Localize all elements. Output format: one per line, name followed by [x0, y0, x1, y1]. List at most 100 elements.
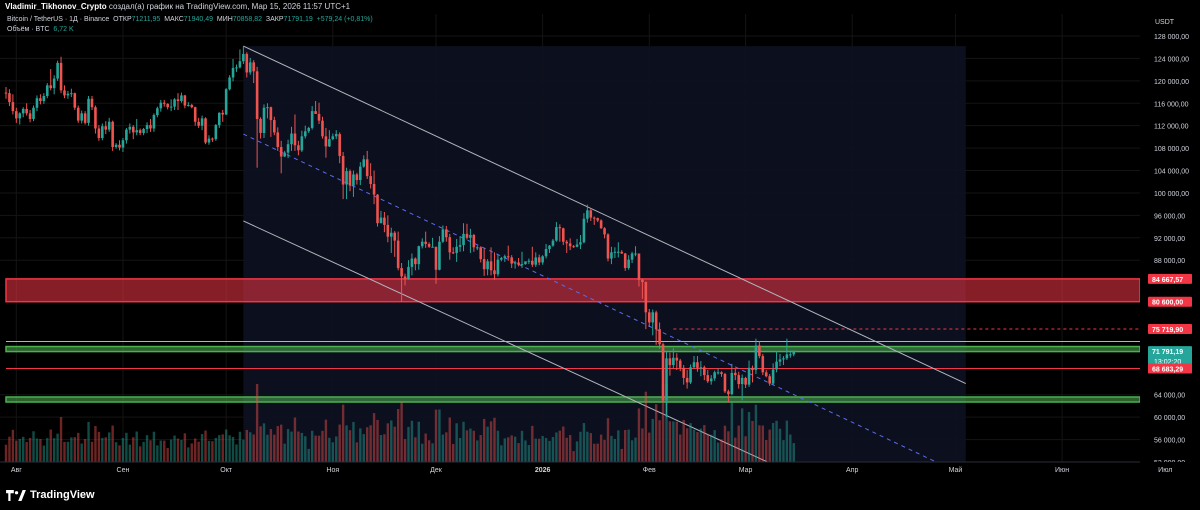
currency-label[interactable]: USDT: [1155, 19, 1175, 26]
candle-body: [551, 240, 555, 246]
candle-body: [231, 67, 235, 78]
volume-bar: [476, 440, 479, 462]
candle-body: [592, 217, 596, 219]
price-tick-label: 104 000,00: [1154, 169, 1189, 176]
candle-body: [118, 144, 121, 148]
candle-body: [94, 107, 97, 129]
candle-body: [672, 357, 675, 366]
candle-body: [606, 234, 610, 259]
volume-bar: [651, 418, 654, 462]
volume-bar: [200, 433, 204, 462]
candle-body: [747, 367, 751, 385]
volume-bar: [77, 432, 80, 462]
price-tick-label: 116 000,00: [1154, 101, 1189, 108]
low-label: МИН: [216, 16, 233, 23]
candle-body: [462, 233, 465, 246]
volume-bar: [586, 431, 589, 462]
volume-bar: [49, 429, 52, 462]
time-tick-label: 2026: [535, 467, 551, 474]
volume-bar: [4, 444, 8, 462]
volume-bar: [187, 447, 190, 462]
volume-bar: [321, 430, 324, 462]
volume-bar: [25, 442, 28, 462]
volume-bar: [644, 391, 648, 462]
volume-bar: [479, 435, 482, 462]
volume-bar: [379, 435, 383, 462]
volume-bar: [778, 428, 782, 462]
candle-body: [792, 351, 796, 355]
candle-body: [21, 108, 25, 114]
candle-body: [104, 126, 108, 130]
price-tick-label: 92 000,00: [1154, 236, 1185, 243]
volume-bar: [520, 430, 524, 462]
volume-bar: [668, 421, 672, 462]
time-tick-label: Окт: [220, 467, 233, 474]
volume-bar: [42, 445, 46, 462]
candle-body: [345, 171, 348, 185]
candle-body: [180, 95, 183, 102]
candle-body: [310, 111, 314, 128]
candle-body: [417, 246, 421, 265]
volume-bar: [768, 429, 771, 462]
candle-body: [63, 90, 66, 96]
volume-bar: [15, 440, 18, 462]
candle-body: [242, 53, 245, 62]
volume-legend: Объём · BTC 6,72 K: [7, 26, 74, 33]
candle-body: [11, 102, 15, 112]
candle-body: [517, 262, 520, 265]
volume-bar: [558, 430, 562, 462]
volume-bar: [235, 444, 238, 462]
volume-bar: [262, 423, 266, 462]
candle-body: [692, 362, 696, 368]
candle-body: [15, 111, 18, 119]
volume-bar: [692, 429, 696, 462]
candle-body: [651, 312, 655, 323]
candle-body: [555, 227, 558, 241]
volume-bar: [286, 429, 290, 462]
symbol-name[interactable]: Bitcoin / TetherUS · 1Д · Binance: [7, 16, 110, 23]
chart-header: Vladimir_Tikhonov_Crypto создал(а) графи…: [0, 0, 1200, 14]
candle-body: [500, 257, 503, 260]
candle-body: [169, 106, 173, 108]
time-axis: [0, 462, 1200, 482]
candle-body: [665, 358, 668, 401]
volume-bar: [52, 438, 56, 462]
volume-bar: [723, 425, 727, 462]
volume-label[interactable]: Объём · BTC: [7, 26, 50, 33]
volume-bar: [734, 437, 737, 462]
channel-upper-line: [243, 45, 966, 384]
volume-bar: [180, 440, 183, 462]
candle-body: [224, 89, 228, 115]
candle-body: [641, 279, 644, 283]
volume-bar: [369, 425, 372, 462]
time-tick-label: Июл: [1158, 467, 1172, 474]
volume-bar: [142, 441, 145, 462]
candle-body: [513, 262, 517, 264]
volume-bar: [706, 434, 709, 462]
candle-body: [101, 126, 104, 139]
volume-bar: [156, 445, 159, 462]
candle-body: [214, 125, 218, 140]
tradingview-logo[interactable]: TradingView: [6, 489, 95, 501]
price-chart[interactable]: 128 000,00 124 000,00 120 000,00 116 000,00…: [0, 0, 1200, 482]
candle-body: [572, 246, 575, 248]
candle-body: [365, 159, 369, 177]
candle-body: [647, 312, 651, 323]
volume-bar: [710, 434, 713, 462]
candle-body: [279, 146, 283, 157]
price-axis: [1140, 14, 1200, 462]
price-label: 80 600,00: [1152, 300, 1183, 307]
volume-bar: [273, 434, 276, 462]
candle-body: [455, 246, 458, 253]
candle-body: [441, 229, 445, 242]
candle-body: [709, 378, 713, 382]
volume-bar: [135, 431, 138, 462]
candle-body: [537, 257, 541, 263]
volume-bar: [242, 439, 245, 462]
candle-body: [696, 362, 699, 368]
time-tick-label: Ноя: [326, 467, 339, 474]
candle-body: [568, 243, 572, 247]
candle-body: [534, 257, 538, 265]
volume-bar: [610, 435, 613, 462]
